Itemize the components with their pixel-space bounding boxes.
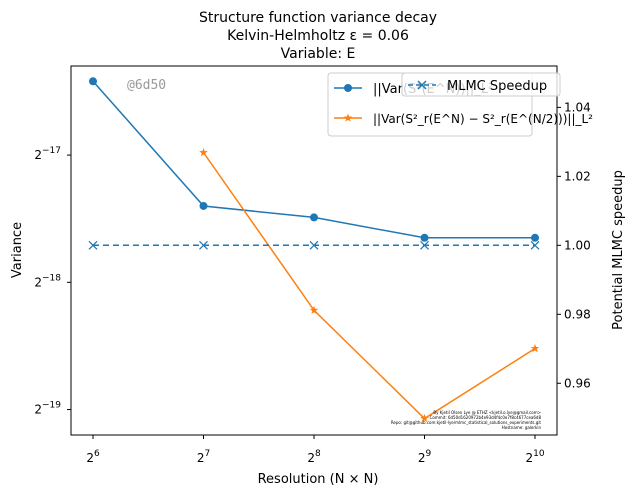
x-tick-label: 28 bbox=[307, 449, 321, 465]
footer-line: Hostname: galerkin bbox=[502, 425, 542, 430]
series-layer bbox=[88, 77, 540, 423]
x-tick-label: 210 bbox=[525, 449, 544, 465]
data-point-x bbox=[88, 240, 98, 250]
data-point-x bbox=[420, 240, 429, 250]
legend-marker-difference bbox=[343, 113, 353, 122]
data-point-star bbox=[199, 148, 208, 157]
legend-label-difference: ||Var(S²_r(E^N) − S²_r(E^(N/2)))||_L² bbox=[373, 112, 593, 126]
legend-right: MLMC Speedup bbox=[401, 72, 561, 97]
data-point-star bbox=[530, 343, 540, 353]
y-right-tick-label: 0.98 bbox=[564, 307, 591, 321]
x-tick-label: 26 bbox=[86, 449, 100, 465]
y-left-axis-label: Variance bbox=[10, 222, 25, 278]
y-left-tick-label: 2−17 bbox=[34, 146, 61, 162]
footer-line: By Kjetil Olsen Lye @ ETHZ <kjetil.o.lye… bbox=[433, 410, 541, 415]
footer-text: By Kjetil Olsen Lye @ ETHZ <kjetil.o.lye… bbox=[391, 410, 542, 430]
data-point-x bbox=[309, 240, 319, 250]
chart-title-line-3: Variable: E bbox=[281, 46, 356, 62]
y-right-tick-label: 1.04 bbox=[564, 100, 591, 114]
watermark-text: @6d50 bbox=[127, 78, 166, 93]
series-line-1 bbox=[202, 152, 536, 420]
data-point-star bbox=[309, 305, 319, 314]
legend-marker-speedup bbox=[417, 80, 427, 90]
legend-label-speedup: MLMC Speedup bbox=[447, 79, 547, 94]
legend-right-box bbox=[401, 72, 561, 97]
data-point-x bbox=[199, 240, 208, 250]
footer-line: Repo: git@github.com:kjetil-lye/mlmc_sta… bbox=[391, 420, 542, 425]
data-point-circle bbox=[89, 77, 97, 86]
y-right-tick-label: 1.02 bbox=[564, 169, 591, 183]
data-point-circle bbox=[531, 233, 539, 242]
x-tick-label: 29 bbox=[418, 449, 432, 465]
data-point-circle bbox=[310, 213, 318, 222]
data-point-circle bbox=[420, 233, 429, 242]
y-left-axis-ticks: 2−17 2−18 2−19 bbox=[34, 146, 71, 417]
x-axis-label: Resolution (N × N) bbox=[258, 472, 379, 487]
x-axis-ticks: 26 27 28 29 210 bbox=[86, 435, 545, 465]
data-point-star bbox=[420, 413, 429, 423]
y-left-tick-label: 2−18 bbox=[34, 273, 61, 289]
y-right-axis-ticks: 0.96 0.98 1.00 1.02 1.04 bbox=[557, 100, 591, 390]
x-tick-label: 27 bbox=[197, 449, 210, 465]
chart-title-line-1: Structure function variance decay bbox=[199, 10, 437, 26]
y-right-axis-label: Potential MLMC speedup bbox=[611, 170, 626, 330]
y-left-tick-label: 2−19 bbox=[34, 401, 61, 417]
footer-line: Commit: 6d50d1620972b4e93d4f4c0e7f8c4677… bbox=[430, 415, 542, 420]
data-point-x bbox=[530, 240, 540, 250]
data-point-circle bbox=[199, 201, 208, 210]
y-right-tick-label: 1.00 bbox=[564, 238, 591, 252]
legend-marker-variance bbox=[344, 84, 352, 92]
chart-title-line-2: Kelvin-Helmholtz ε = 0.06 bbox=[227, 28, 409, 44]
y-right-tick-label: 0.96 bbox=[564, 376, 591, 390]
